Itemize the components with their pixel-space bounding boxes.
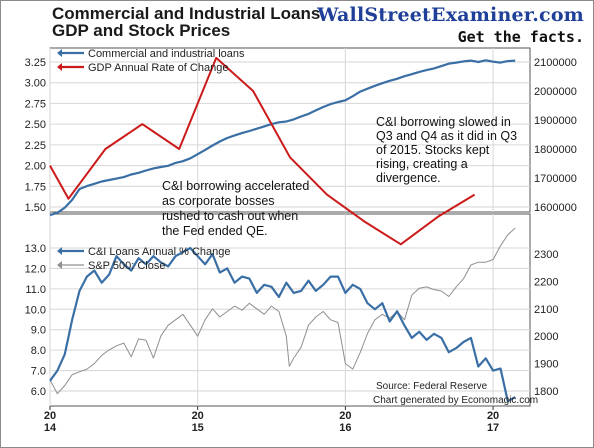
bottom-right-tick-label: 2000 — [534, 331, 558, 343]
top-left-tick-label: 2.00 — [25, 161, 46, 173]
chart-title: Commercial and Industrial Loans GDP and … — [52, 5, 320, 39]
x-tick-label-year: 16 — [339, 422, 351, 434]
x-tick-label-century: 20 — [487, 410, 499, 422]
x-tick-label-year: 14 — [44, 422, 57, 434]
bottom-left-tick-label: 6.0 — [31, 386, 46, 398]
source-label: Source: Federal Reserve — [376, 381, 488, 392]
annotation-divergence-line: rising, creating a — [376, 157, 468, 171]
bottom-right-tick-label: 2100 — [534, 304, 558, 316]
annotation-divergence-line: of 2015. Stocks kept — [376, 143, 490, 157]
bottom-left-tick-label: 13.0 — [25, 243, 46, 255]
top-left-tick-label: 2.75 — [25, 98, 46, 110]
x-tick-label-year: 17 — [487, 422, 499, 434]
bottom-left-tick-label: 7.0 — [31, 366, 46, 378]
legend-cni-loans-label: Commercial and industrial loans — [88, 48, 245, 60]
annotation-qe-line: C&I borrowing accelerated — [162, 179, 309, 193]
bottom-right-tick-label: 2200 — [534, 276, 558, 288]
annotation-qe-line: the Fed ended QE. — [162, 224, 268, 238]
x-tick-label-year: 15 — [192, 422, 204, 434]
bottom-panel-plot-area — [49, 213, 531, 407]
x-tick-label-century: 20 — [339, 410, 351, 422]
legend-cni-annual-change-label: C&I Loans Annual % Change — [88, 246, 231, 258]
bottom-right-tick-label: 1800 — [534, 386, 558, 398]
bottom-right-tick-label: 2300 — [534, 249, 558, 261]
top-right-tick-label: 1900000 — [534, 115, 577, 127]
top-left-tick-label: 2.50 — [25, 119, 46, 131]
bottom-left-tick-label: 12.0 — [25, 263, 46, 275]
chart-title-line-1: Commercial and Industrial Loans — [52, 4, 321, 23]
annotation-divergence-line: C&I borrowing slowed in — [376, 115, 511, 129]
legend-gdp-rate-arrow — [57, 63, 62, 71]
legend-gdp-rate-label: GDP Annual Rate of Change — [88, 62, 228, 74]
annotation-divergence-line: divergence. — [376, 171, 441, 185]
annotation-qe-line: rushed to cash out when — [162, 209, 298, 223]
legend-sp500-label: S&P 500: Close — [88, 260, 165, 272]
top-left-tick-label: 1.75 — [25, 181, 46, 193]
top-left-tick-label: 3.00 — [25, 78, 46, 90]
series-line-sp500 — [49, 227, 516, 395]
top-left-tick-label: 1.50 — [25, 202, 46, 214]
brand-logo-text: WallStreetExaminer.com — [317, 4, 584, 26]
series-line-cni-annual-change — [49, 246, 516, 403]
annotation-divergence-line: Q3 and Q4 as it did in Q3 — [376, 129, 517, 143]
bottom-left-tick-label: 8.0 — [31, 345, 46, 357]
legend-sp500-arrow — [57, 261, 62, 269]
top-right-tick-label: 2100000 — [534, 57, 577, 69]
legend-cni-annual-change-arrow — [57, 247, 62, 255]
top-right-tick-label: 1600000 — [534, 202, 577, 214]
series-line-cni-loans — [49, 59, 516, 217]
bottom-left-tick-label: 11.0 — [25, 284, 46, 296]
legend-cni-loans-arrow — [57, 49, 62, 57]
annotation-qe-line: as corporate bosses — [162, 194, 275, 208]
x-tick-label-century: 20 — [44, 410, 56, 422]
bottom-left-tick-label: 9.0 — [31, 325, 46, 337]
credit-label: Chart generated by Economagic.com — [373, 395, 538, 406]
brand-block: WallStreetExaminer.com Get the facts. — [317, 4, 584, 46]
top-right-tick-label: 1800000 — [534, 144, 577, 156]
top-right-tick-label: 2000000 — [534, 86, 577, 98]
top-left-tick-label: 2.25 — [25, 140, 46, 152]
top-left-tick-label: 3.25 — [25, 57, 46, 69]
top-panel-plot-area — [49, 47, 531, 213]
bottom-left-tick-label: 10.0 — [25, 304, 46, 316]
brand-tagline: Get the facts. — [457, 28, 584, 46]
chart-title-line-2: GDP and Stock Prices — [52, 21, 231, 40]
x-tick-label-century: 20 — [192, 410, 204, 422]
bottom-right-tick-label: 1900 — [534, 359, 558, 371]
series-line-gdp-rate — [49, 56, 476, 246]
top-right-tick-label: 1700000 — [534, 173, 577, 185]
